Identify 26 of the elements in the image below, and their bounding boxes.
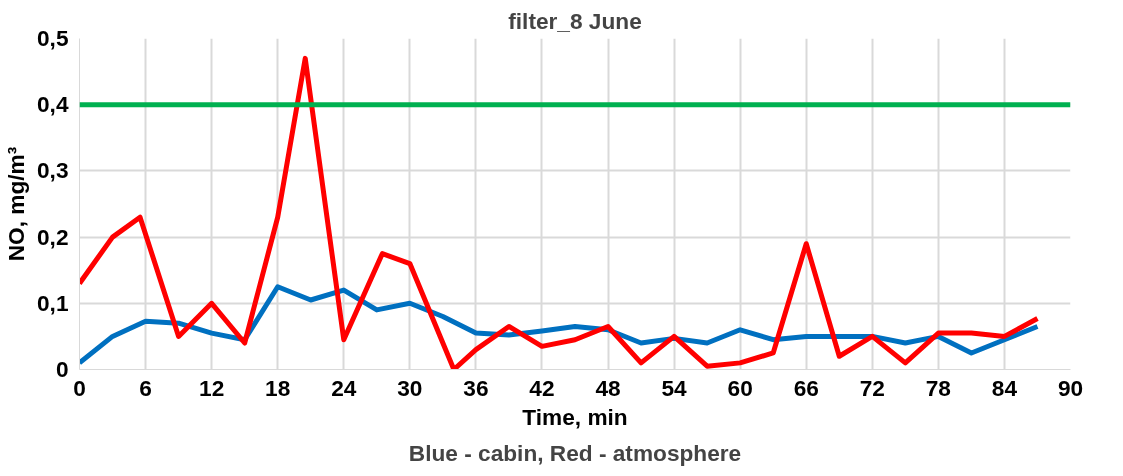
y-axis-title: NO, mg/m³ bbox=[3, 146, 29, 262]
x-tick-label: 54 bbox=[661, 374, 688, 401]
y-tick-label: 0,2 bbox=[37, 223, 69, 250]
x-tick-label: 36 bbox=[463, 374, 489, 401]
x-tick-label: 12 bbox=[199, 374, 225, 401]
text: Blue - cabin, Red - atmosphere bbox=[408, 439, 742, 466]
x-tick-label: 0 bbox=[73, 374, 86, 401]
x-tick-label: 78 bbox=[925, 374, 951, 401]
x-tick-label: 6 bbox=[139, 374, 152, 401]
y-tick-label: 0,1 bbox=[37, 289, 69, 316]
chart-title: filter_8 June bbox=[508, 7, 642, 34]
x-tick-label: 72 bbox=[859, 374, 885, 401]
x-tick-label: 18 bbox=[265, 374, 291, 401]
x-tick-label: 90 bbox=[1057, 374, 1084, 401]
y-tick-label: 0,5 bbox=[37, 25, 69, 51]
x-tick-label: 24 bbox=[331, 374, 357, 401]
x-tick-label: 48 bbox=[595, 374, 621, 401]
y-tick-label: 0,3 bbox=[37, 157, 69, 184]
x-axis-title: Time, min bbox=[522, 403, 628, 430]
x-tick-label: 42 bbox=[529, 374, 555, 401]
y-tick-label: 0 bbox=[55, 356, 69, 382]
y-tick-label: 0,4 bbox=[37, 91, 69, 118]
x-tick-label: 84 bbox=[991, 374, 1018, 401]
x-tick-label: 60 bbox=[727, 374, 753, 401]
x-tick-label: 66 bbox=[793, 374, 819, 401]
x-tick-label: 30 bbox=[397, 374, 423, 401]
